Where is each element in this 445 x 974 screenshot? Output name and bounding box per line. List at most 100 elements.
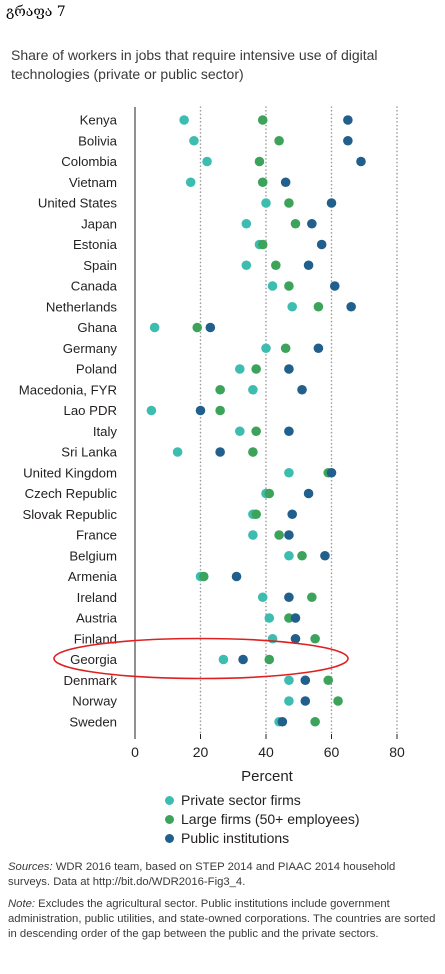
point-private bbox=[284, 675, 294, 686]
point-public bbox=[307, 218, 317, 229]
point-public bbox=[195, 405, 206, 416]
country-label: Ghana bbox=[77, 320, 117, 335]
note-label: Note: bbox=[8, 898, 36, 910]
point-large bbox=[323, 675, 334, 686]
country-label: Czech Republic bbox=[25, 486, 118, 501]
point-large bbox=[307, 592, 317, 603]
point-large bbox=[248, 447, 258, 457]
x-tick-label: 80 bbox=[389, 744, 405, 760]
point-large bbox=[257, 177, 268, 188]
dot-plot-chart: Kenya Bolivia Colombia Vietnam United States… bbox=[19, 106, 405, 785]
gridlines bbox=[199, 106, 398, 735]
point-private bbox=[257, 592, 268, 603]
point-large bbox=[284, 198, 294, 208]
point-public bbox=[238, 654, 248, 665]
general-note: Note: Excludes the agricultural sector. … bbox=[8, 897, 438, 942]
point-large bbox=[297, 550, 307, 561]
point-large bbox=[333, 696, 343, 706]
point-private bbox=[267, 633, 278, 644]
point-large bbox=[215, 405, 225, 416]
chart-notes: Sources: WDR 2016 team, based on STEP 20… bbox=[8, 860, 438, 949]
point-private bbox=[248, 384, 258, 395]
point-large bbox=[251, 364, 261, 374]
country-label: Japan bbox=[81, 216, 117, 231]
highlight-ellipse-georgia bbox=[53, 637, 349, 680]
point-large bbox=[264, 654, 275, 665]
x-tick-label: 0 bbox=[131, 744, 139, 760]
point-private bbox=[218, 654, 229, 665]
highlight-ellipse bbox=[53, 637, 349, 680]
legend-item-public: Public institutions bbox=[165, 829, 360, 848]
point-large bbox=[271, 260, 281, 271]
point-public bbox=[313, 343, 324, 354]
point-private bbox=[284, 467, 294, 478]
legend-swatch bbox=[165, 815, 174, 824]
point-private bbox=[172, 447, 183, 457]
point-private bbox=[267, 281, 278, 291]
legend-label: Public institutions bbox=[181, 830, 290, 846]
point-public bbox=[287, 509, 298, 520]
document-label: გრაფა 7 bbox=[6, 4, 66, 20]
point-public bbox=[346, 301, 356, 312]
point-private bbox=[248, 530, 258, 540]
point-large bbox=[257, 239, 268, 250]
point-public bbox=[297, 384, 307, 395]
point-large bbox=[257, 115, 268, 125]
point-large bbox=[251, 509, 261, 520]
point-public bbox=[343, 135, 353, 146]
point-public bbox=[284, 530, 294, 540]
point-public bbox=[326, 467, 337, 478]
point-private bbox=[241, 218, 252, 229]
point-public bbox=[300, 696, 311, 706]
country-label: Slovak Republic bbox=[22, 507, 117, 522]
country-label: Vietnam bbox=[69, 175, 117, 190]
country-label: Poland bbox=[76, 362, 117, 377]
point-large bbox=[251, 426, 261, 437]
point-private bbox=[284, 550, 294, 561]
point-public bbox=[316, 239, 327, 250]
point-private bbox=[235, 426, 245, 437]
country-label: France bbox=[76, 528, 117, 543]
point-private bbox=[241, 260, 252, 271]
country-label: Ireland bbox=[77, 590, 117, 605]
point-private bbox=[149, 322, 160, 333]
legend-label: Large firms (50+ employees) bbox=[181, 811, 360, 827]
point-public bbox=[231, 571, 242, 582]
point-large bbox=[280, 343, 291, 354]
country-label: Kenya bbox=[80, 113, 118, 128]
point-public bbox=[280, 177, 291, 188]
point-public bbox=[356, 156, 366, 167]
sources-text: WDR 2016 team, based on STEP 2014 and PI… bbox=[8, 861, 396, 888]
point-large bbox=[198, 571, 209, 582]
country-label: Sweden bbox=[69, 714, 117, 729]
x-tick-label: 60 bbox=[324, 744, 340, 760]
country-label: Macedonia, FYR bbox=[19, 382, 117, 397]
legend-swatch bbox=[165, 834, 174, 843]
point-public bbox=[290, 633, 301, 644]
point-large bbox=[274, 530, 284, 540]
country-label: Bolivia bbox=[78, 133, 118, 148]
country-label: United Kingdom bbox=[23, 465, 117, 480]
data-points bbox=[146, 115, 366, 727]
country-labels: Kenya Bolivia Colombia Vietnam United States… bbox=[19, 113, 118, 730]
country-label: Lao PDR bbox=[63, 403, 117, 418]
point-private bbox=[261, 198, 271, 208]
point-private bbox=[189, 135, 199, 146]
x-axis: 0 20 40 60 80 Percent bbox=[131, 107, 405, 785]
x-tick-label: 20 bbox=[193, 744, 209, 760]
x-axis-label: Percent bbox=[241, 768, 294, 785]
point-public bbox=[284, 364, 294, 374]
country-label: Colombia bbox=[61, 154, 117, 169]
point-public bbox=[277, 716, 288, 727]
point-public bbox=[303, 260, 314, 271]
point-public bbox=[215, 447, 225, 457]
point-private bbox=[146, 405, 157, 416]
country-label: Norway bbox=[72, 694, 117, 709]
x-tick-label: 40 bbox=[258, 744, 274, 760]
note-text: Excludes the agricultural sector. Public… bbox=[8, 898, 436, 940]
point-private bbox=[284, 696, 294, 706]
point-large bbox=[284, 281, 294, 291]
point-large bbox=[313, 301, 324, 312]
country-label: Estonia bbox=[73, 237, 118, 252]
country-label: Canada bbox=[71, 279, 118, 294]
